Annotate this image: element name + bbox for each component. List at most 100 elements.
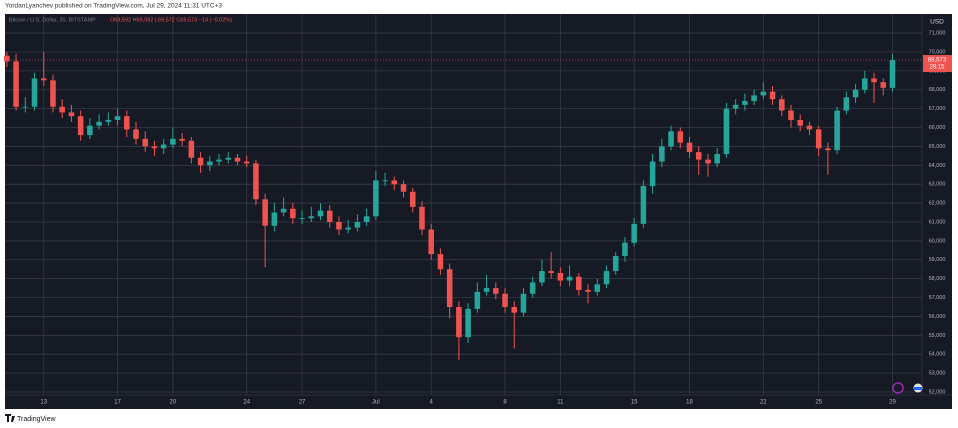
candle-body — [520, 293, 527, 313]
candle-body — [59, 106, 65, 113]
x-tick-label: 18 — [686, 400, 693, 406]
candle-body — [649, 161, 656, 187]
x-tick-label: 11 — [557, 400, 564, 406]
candle-body — [723, 108, 730, 154]
candle-body — [806, 125, 813, 130]
candle-body — [686, 142, 693, 153]
currency-label: USD — [930, 19, 944, 26]
x-tick-label: 27 — [299, 400, 306, 406]
y-tick-label: 71,000 — [929, 31, 946, 37]
candle-body — [225, 157, 232, 160]
candle-body — [751, 95, 757, 102]
y-tick-label: 62,000 — [929, 201, 946, 207]
candle-body — [271, 212, 278, 226]
candle-body — [216, 159, 222, 162]
x-tick-label: 13 — [40, 400, 47, 406]
candle-body — [419, 206, 425, 230]
candle-body — [243, 161, 250, 164]
candle-body — [179, 138, 185, 141]
y-tick-label: 57,000 — [929, 295, 946, 301]
candle-body — [695, 152, 702, 160]
candle-body — [640, 186, 647, 224]
brand-name: TradingView — [17, 416, 56, 423]
icon[interactable] — [892, 382, 904, 394]
candle-body — [576, 276, 582, 290]
candle-body — [483, 288, 490, 292]
candle-body — [290, 208, 296, 219]
x-tick-label: 17 — [114, 400, 121, 406]
candle-body — [548, 271, 554, 273]
x-tick-label: 24 — [243, 400, 250, 406]
candle-body — [299, 218, 305, 219]
y-tick-label: 59,000 — [929, 257, 946, 263]
candle-body — [428, 229, 434, 255]
candle-body — [760, 91, 767, 96]
candle-body — [474, 291, 481, 309]
x-tick-label: 25 — [815, 400, 822, 406]
candle-body — [502, 293, 508, 307]
y-tick-label: 66,000 — [929, 125, 946, 131]
candle-body — [769, 91, 776, 100]
candle-body — [262, 199, 268, 226]
candle-body — [197, 157, 204, 166]
symbol-legend: Bitcoin / U.S. Dollar, 30, BITSTAMP — [9, 17, 96, 23]
candle-body — [280, 208, 287, 213]
candle-body — [133, 129, 139, 139]
candle-body — [22, 106, 29, 108]
brand-logo — [5, 414, 15, 422]
candle-body — [862, 78, 868, 90]
candle-body — [105, 119, 112, 122]
y-tick-label: 58,000 — [929, 276, 946, 282]
candle-body — [603, 271, 610, 285]
candle-body — [659, 146, 665, 162]
candle-body — [31, 78, 38, 107]
candle-body — [151, 146, 158, 149]
candle-body — [871, 78, 877, 83]
y-tick-label: 64,000 — [929, 163, 946, 169]
candle-body — [788, 110, 794, 120]
candle-body — [456, 306, 462, 338]
candle-body — [815, 129, 822, 149]
y-tick-label: 61,000 — [929, 219, 946, 225]
candle-body — [409, 191, 416, 207]
candle-body — [668, 131, 674, 147]
grid — [5, 14, 922, 395]
x-tick-label: 22 — [760, 400, 767, 406]
candle-body — [493, 288, 499, 294]
candle-body — [566, 276, 573, 281]
candles — [4, 51, 896, 360]
candle-body — [852, 89, 859, 98]
x-tick-label: Jul — [372, 400, 380, 406]
candle-body — [400, 184, 407, 192]
candle-body — [326, 210, 333, 222]
ohlc-legend: O69,592 H69,592 L69,572 C69,573 −14 (−0.… — [110, 17, 232, 23]
candle-body — [714, 153, 720, 164]
y-tick-label: 56,000 — [929, 314, 946, 320]
candle-body — [50, 80, 56, 107]
candle-body — [612, 255, 619, 272]
y-tick-label: 68,000 — [929, 87, 946, 93]
candle-body — [207, 161, 213, 166]
candle-body — [732, 104, 739, 109]
y-tick-label: 55,000 — [929, 333, 946, 339]
candle-body — [539, 271, 545, 283]
candle-body — [382, 180, 388, 182]
candle-body — [889, 60, 896, 88]
candle-body — [77, 116, 84, 136]
y-tick-label: 54,000 — [929, 352, 946, 358]
candle-body — [557, 272, 564, 281]
candle-body — [68, 112, 75, 117]
candle-body — [594, 284, 601, 292]
candle-body — [677, 131, 684, 143]
candle-body — [170, 138, 176, 145]
y-tick-label: 53,000 — [929, 371, 946, 377]
candle-body — [391, 180, 398, 185]
candle-body — [188, 140, 195, 158]
candle-body — [834, 110, 840, 151]
y-tick-label: 70,000 — [929, 49, 946, 55]
candle-body — [585, 289, 591, 292]
x-tick-label: 8 — [503, 400, 507, 406]
candle-body — [880, 82, 887, 88]
